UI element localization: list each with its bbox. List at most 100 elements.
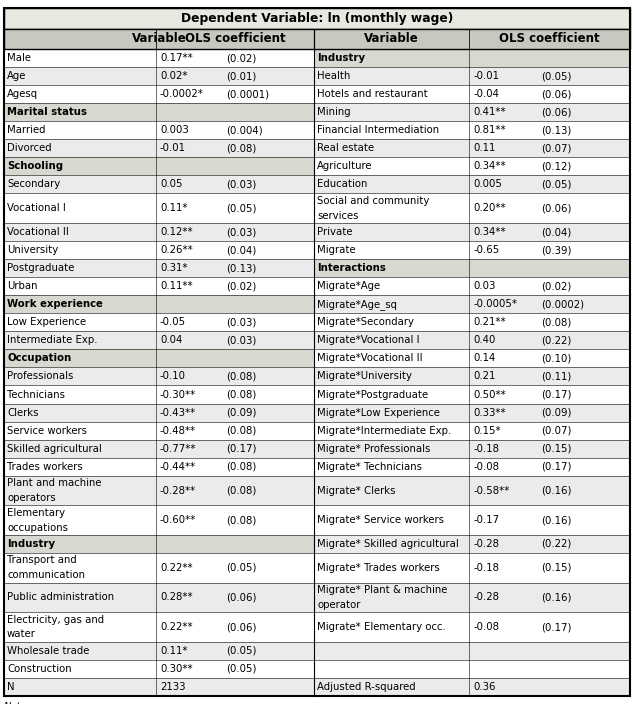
Text: Age: Age <box>7 71 27 81</box>
Text: -0.28: -0.28 <box>473 539 499 549</box>
Bar <box>4 476 314 505</box>
Text: operator: operator <box>317 600 360 610</box>
Text: 0.11**: 0.11** <box>160 281 193 291</box>
Text: (0.07): (0.07) <box>541 426 571 436</box>
Text: -0.18: -0.18 <box>473 562 499 573</box>
Text: water: water <box>7 629 36 639</box>
Text: (0.08): (0.08) <box>226 389 256 400</box>
Text: Skilled agricultural: Skilled agricultural <box>7 444 101 453</box>
Text: (0.06): (0.06) <box>226 622 257 632</box>
Text: 0.12**: 0.12** <box>160 227 193 237</box>
Text: Variable: Variable <box>364 32 419 46</box>
Bar <box>314 553 630 583</box>
Bar <box>314 85 630 103</box>
Text: (0.02): (0.02) <box>226 53 256 63</box>
Text: -0.01: -0.01 <box>160 144 186 153</box>
Text: OLS coefficient: OLS coefficient <box>184 32 285 46</box>
Text: Work experience: Work experience <box>7 299 103 309</box>
Text: Schooling: Schooling <box>7 161 63 171</box>
Bar <box>314 259 630 277</box>
Text: OLS coefficient: OLS coefficient <box>499 32 600 46</box>
Text: Migrate* Service workers: Migrate* Service workers <box>317 515 444 525</box>
Text: Intermediate Exp.: Intermediate Exp. <box>7 335 98 346</box>
Text: Marital status: Marital status <box>7 107 87 117</box>
Text: -0.01: -0.01 <box>473 71 499 81</box>
Bar <box>314 241 630 259</box>
Text: -0.28**: -0.28** <box>160 486 197 496</box>
Bar <box>4 85 314 103</box>
Text: (0.06): (0.06) <box>541 107 571 117</box>
Text: (0.03): (0.03) <box>226 318 256 327</box>
Bar <box>4 49 314 67</box>
Text: Migrate*Low Experience: Migrate*Low Experience <box>317 408 440 417</box>
Text: 0.15*: 0.15* <box>473 426 501 436</box>
Text: 0.50**: 0.50** <box>473 389 506 400</box>
Text: Clerks: Clerks <box>7 408 39 417</box>
Text: Agesq: Agesq <box>7 89 38 99</box>
Text: Vocational II: Vocational II <box>7 227 69 237</box>
Bar <box>4 175 314 194</box>
Bar <box>4 121 314 139</box>
Text: occupations: occupations <box>7 522 68 532</box>
Text: 0.22**: 0.22** <box>160 562 193 573</box>
Text: -0.58**: -0.58** <box>473 486 509 496</box>
Text: -0.18: -0.18 <box>473 444 499 453</box>
Text: 0.003: 0.003 <box>160 125 189 135</box>
Text: Note:: Note: <box>4 702 30 704</box>
Text: (0.02): (0.02) <box>541 281 571 291</box>
Text: Electricity, gas and: Electricity, gas and <box>7 615 104 624</box>
Bar <box>314 121 630 139</box>
Text: Interactions: Interactions <box>317 263 386 273</box>
Bar <box>4 367 314 386</box>
Text: Hotels and restaurant: Hotels and restaurant <box>317 89 428 99</box>
Text: (0.08): (0.08) <box>226 372 256 382</box>
Text: Low Experience: Low Experience <box>7 318 86 327</box>
Text: (0.04): (0.04) <box>226 245 256 255</box>
Bar <box>4 67 314 85</box>
Text: 0.41**: 0.41** <box>473 107 506 117</box>
Text: (0.08): (0.08) <box>541 318 571 327</box>
Text: Occupation: Occupation <box>7 353 71 363</box>
Text: (0.03): (0.03) <box>226 335 256 346</box>
Text: (0.06): (0.06) <box>541 203 571 213</box>
Text: (0.08): (0.08) <box>226 486 256 496</box>
Bar <box>314 505 630 535</box>
Text: -0.48**: -0.48** <box>160 426 197 436</box>
Text: -0.43**: -0.43** <box>160 408 197 417</box>
Text: 0.36: 0.36 <box>473 682 496 692</box>
Text: (0.01): (0.01) <box>226 71 256 81</box>
Text: Technicians: Technicians <box>7 389 65 400</box>
Bar <box>4 386 314 403</box>
Text: Migrate* Professionals: Migrate* Professionals <box>317 444 430 453</box>
Bar <box>4 139 314 157</box>
Text: (0.15): (0.15) <box>541 444 571 453</box>
Text: (0.05): (0.05) <box>541 180 571 189</box>
Text: -0.04: -0.04 <box>473 89 499 99</box>
Bar <box>4 103 314 121</box>
Bar <box>314 642 630 660</box>
Bar <box>314 535 630 553</box>
Bar <box>4 403 314 422</box>
Text: 0.21**: 0.21** <box>473 318 506 327</box>
Bar <box>314 678 630 696</box>
Text: Migrate*Age: Migrate*Age <box>317 281 380 291</box>
Text: (0.05): (0.05) <box>226 203 257 213</box>
Text: Secondary: Secondary <box>7 180 60 189</box>
Text: (0.05): (0.05) <box>226 562 257 573</box>
Bar <box>4 223 314 241</box>
Text: (0.05): (0.05) <box>226 664 257 674</box>
Text: -0.28: -0.28 <box>473 593 499 603</box>
Bar <box>314 49 630 67</box>
Bar <box>4 349 314 367</box>
Text: 0.34**: 0.34** <box>473 227 506 237</box>
Text: -0.10: -0.10 <box>160 372 186 382</box>
Text: 0.11*: 0.11* <box>160 646 188 656</box>
Text: (0.02): (0.02) <box>226 281 256 291</box>
Text: (0.09): (0.09) <box>541 408 571 417</box>
Bar <box>4 505 314 535</box>
Text: (0.17): (0.17) <box>541 622 571 632</box>
Bar <box>314 349 630 367</box>
Text: 0.22**: 0.22** <box>160 622 193 632</box>
Bar <box>314 476 630 505</box>
Text: (0.04): (0.04) <box>541 227 571 237</box>
